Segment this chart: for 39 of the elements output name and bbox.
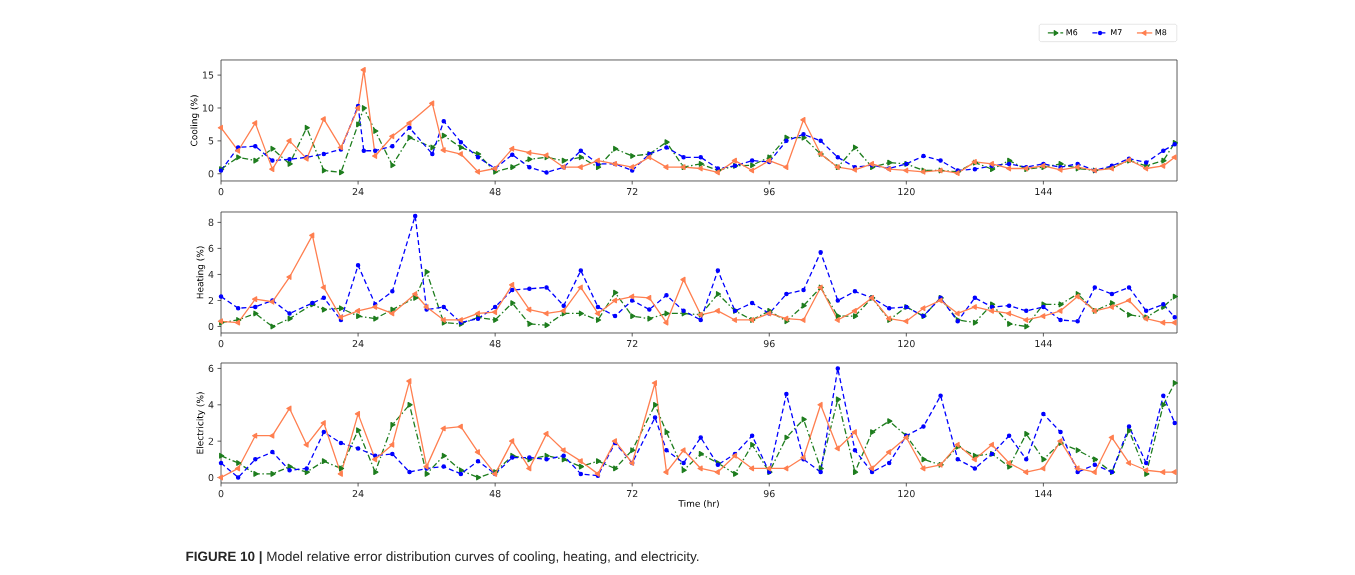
y-tick-label: 8 (208, 218, 214, 226)
y-axis-title: Cooling (%) (190, 95, 200, 146)
x-tick-label: 24 (352, 490, 364, 498)
text: FIGURE 10 | Model relative error distribution curves of cooling, heating, and electricity. (186, 551, 699, 564)
x-tick-label: 144 (1035, 340, 1052, 347)
y-tick-label: 2 (208, 296, 214, 304)
y-tick-label: 2 (208, 437, 214, 445)
y-tick-label: 0 (208, 473, 214, 482)
x-tick-label: 96 (763, 188, 775, 196)
y-axis-title: Heating (%) (196, 246, 206, 299)
x-tick-label: 72 (626, 188, 638, 196)
y-tick-label: 15 (203, 71, 214, 79)
x-tick-label: 24 (352, 340, 364, 348)
x-tick-label: 48 (489, 490, 501, 498)
x-tick-label: 72 (626, 340, 638, 348)
x-tick-label: 120 (898, 340, 915, 348)
y-tick-label: 6 (208, 244, 214, 253)
x-tick-label: 120 (898, 188, 915, 196)
x-tick-label: 144 (1035, 188, 1052, 195)
x-tick-label: 96 (763, 340, 775, 348)
y-tick-label: 10 (203, 104, 214, 112)
x-tick-label: 0 (218, 340, 224, 348)
y-axis-title: Electricity (%) (196, 392, 206, 454)
y-tick-label: 0 (208, 170, 214, 178)
x-tick-label: 0 (218, 490, 224, 498)
y-tick-label: 4 (208, 401, 214, 409)
x-tick-label: 48 (489, 188, 501, 196)
x-tick-label: 24 (352, 188, 364, 196)
x-tick-label: 120 (898, 490, 915, 498)
x-tick-label: 72 (626, 490, 638, 498)
y-tick-label: 0 (208, 322, 214, 331)
y-tick-label: 5 (208, 137, 214, 145)
y-tick-label: 4 (208, 270, 214, 278)
x-axis-title: Time (hr) (678, 500, 719, 508)
y-tick-label: 6 (208, 364, 214, 373)
x-tick-label: 0 (218, 188, 224, 196)
x-tick-label: 96 (763, 490, 775, 498)
x-tick-label: 144 (1035, 490, 1052, 497)
x-tick-label: 48 (489, 340, 501, 348)
